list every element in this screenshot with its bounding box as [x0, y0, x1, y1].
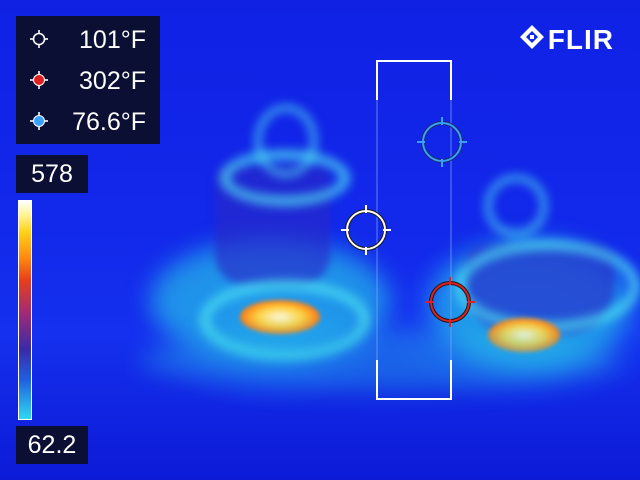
scale-max-value: 578: [31, 160, 73, 188]
crosshair-white-icon: [30, 30, 48, 48]
scale-min-box[interactable]: 62.2: [16, 426, 88, 464]
hot-spot-readout[interactable]: 302°F: [16, 60, 160, 100]
crosshair-blue-icon: [30, 112, 48, 130]
crosshair-red-icon: [30, 71, 48, 89]
cold-spot-value: 76.6°F: [72, 108, 146, 136]
center-spot-value: 101°F: [79, 26, 146, 54]
center-spot-marker[interactable]: [341, 205, 391, 255]
hot-spot-value: 302°F: [79, 67, 146, 95]
flir-logo-icon: [519, 25, 544, 49]
kettle-handle-left: [255, 105, 317, 177]
cold-spot-marker[interactable]: [417, 117, 467, 167]
center-spot-readout[interactable]: 101°F: [16, 19, 160, 59]
cold-spot-readout[interactable]: 76.6°F: [16, 101, 160, 141]
scale-min-value: 62.2: [27, 431, 77, 459]
flir-logo-text: FLIR: [547, 24, 614, 55]
temperature-scale-bar: [18, 200, 32, 420]
stovetop-glow: [140, 330, 620, 390]
pot-knob-right: [485, 175, 547, 237]
burner-flame-right: [488, 318, 560, 352]
hot-spot-marker[interactable]: [425, 277, 475, 327]
measurement-box[interactable]: [376, 60, 452, 400]
scale-max-box[interactable]: 578: [16, 155, 88, 193]
burner-ring-left: [200, 280, 370, 360]
measurement-readouts: 101°F 302°F 76.6°F: [16, 16, 160, 144]
flir-logo: FLIR: [519, 24, 614, 56]
burner-flame-left: [240, 300, 320, 334]
pot-rim-right: [455, 240, 640, 332]
